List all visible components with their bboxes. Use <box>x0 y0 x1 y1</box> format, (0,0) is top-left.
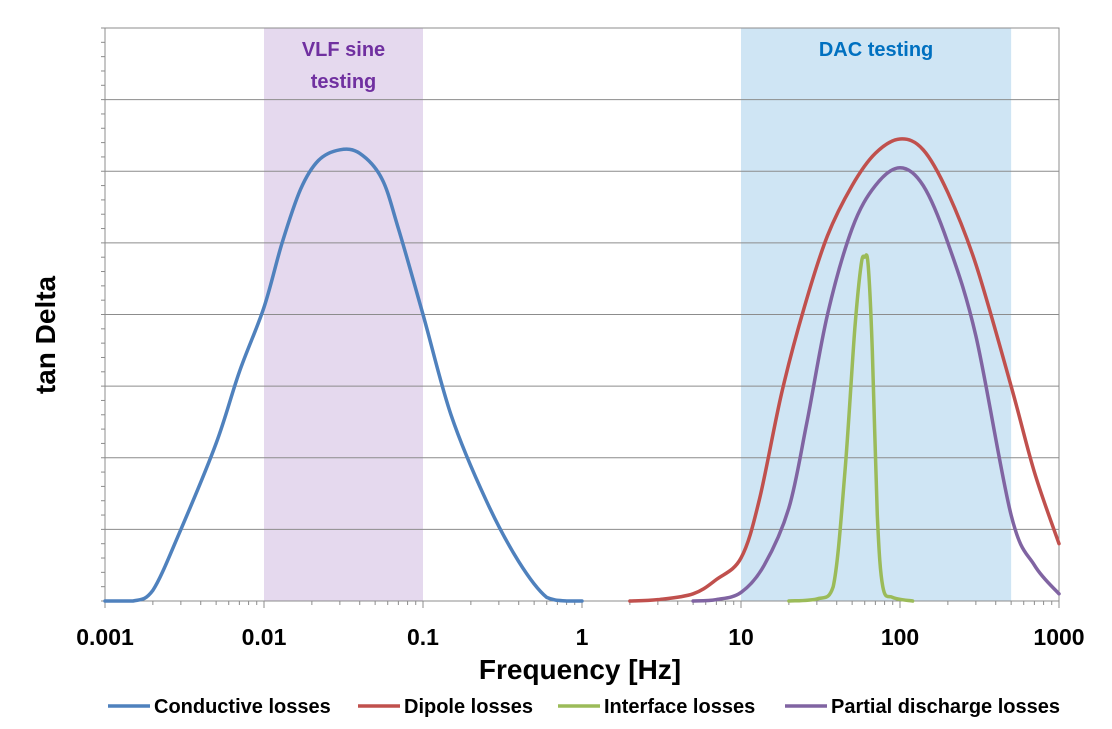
x-tick-label: 1000 <box>1033 624 1084 650</box>
series-line-dipole-losses <box>628 137 1061 603</box>
x-tick-labels: 0.001 0.01 0.1 1 10 100 1000 <box>76 624 1084 650</box>
x-tick-label: 0.001 <box>76 624 134 650</box>
legend: Conductive losses Dipole losses Interface … <box>108 696 1060 718</box>
series-line-interface-losses <box>787 253 915 603</box>
legend-label-dipole-losses: Dipole losses <box>404 696 533 718</box>
x-tick-label: 100 <box>881 624 919 650</box>
x-axis-title: Frequency [Hz] <box>479 654 681 685</box>
legend-label-partial-discharge-losses: Partial discharge losses <box>831 696 1060 718</box>
gridlines <box>105 99 1059 530</box>
x-tick-label: 0.1 <box>407 624 439 650</box>
series-line-partial-discharge-losses <box>691 165 1061 603</box>
x-tick-label: 10 <box>728 624 754 650</box>
legend-label-conductive-losses: Conductive losses <box>154 696 331 718</box>
y-axis-title: tan Delta <box>30 275 61 394</box>
series-lines <box>103 137 1061 603</box>
band-label-1: DAC testing <box>819 39 933 61</box>
band-label-0: VLF sine <box>302 39 385 61</box>
band-label-line2-0: testing <box>311 71 377 93</box>
x-tick-label: 0.01 <box>242 624 287 650</box>
x-tick-label: 1 <box>576 624 589 650</box>
legend-label-interface-losses: Interface losses <box>604 696 755 718</box>
series-line-conductive-losses <box>103 147 584 603</box>
